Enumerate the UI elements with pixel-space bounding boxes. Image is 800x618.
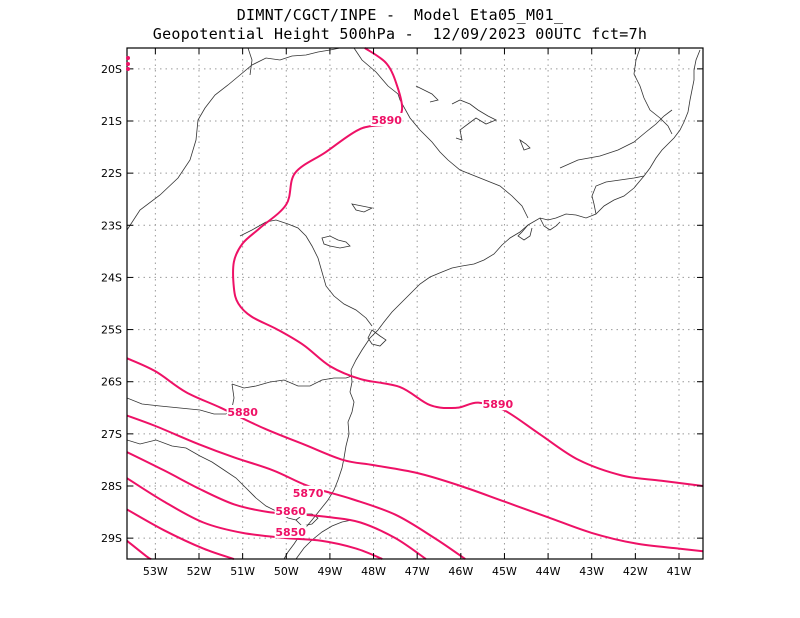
chart-title-line2: Geopotential Height 500hPa - 12/09/2023 … xyxy=(152,25,648,43)
map-frame xyxy=(126,47,704,560)
chart-title-line1: DIMNT/CGCT/INPE - Model Eta05_M01_ xyxy=(236,6,564,24)
contour-label: 5850 xyxy=(275,526,306,539)
contour-line-5850 xyxy=(126,477,383,560)
contour-label-bg xyxy=(292,485,325,499)
lon-tick-label: 45W xyxy=(492,565,517,578)
lat-tick-label: 24S xyxy=(101,271,122,284)
lat-tick-label: 28S xyxy=(101,480,122,493)
axis-ticks xyxy=(127,48,703,559)
contour-labels: 5890 5890 5880 5870 5860 5850 xyxy=(226,113,514,539)
lon-tick-label: 52W xyxy=(187,565,212,578)
contour-label: 5890 xyxy=(371,114,402,127)
map-background xyxy=(127,48,703,559)
lat-tick-label: 25S xyxy=(101,324,122,337)
lon-tick-label: 46W xyxy=(448,565,473,578)
lon-tick-label: 47W xyxy=(405,565,430,578)
edge-marker xyxy=(126,56,130,60)
lon-tick-label: 42W xyxy=(623,565,648,578)
contour-line-5890 xyxy=(232,47,704,487)
contour-label-bg xyxy=(226,405,259,418)
longitude-labels: 53W 52W 51W 50W 49W 48W 47W 46W 45W 44W 43W 42W 41W xyxy=(143,565,692,578)
contour-label-bg xyxy=(274,524,307,538)
contour-label: 5870 xyxy=(293,487,324,500)
lon-tick-label: 51W xyxy=(230,565,255,578)
contour-line-5870 xyxy=(126,414,466,560)
lat-tick-label: 29S xyxy=(101,532,122,545)
contour-label: 5880 xyxy=(227,406,258,419)
lon-tick-label: 53W xyxy=(143,565,168,578)
lat-tick-label: 20S xyxy=(101,63,122,76)
lat-tick-label: 26S xyxy=(101,376,122,389)
lon-tick-label: 49W xyxy=(317,565,342,578)
latitude-labels: 20S 21S 22S 23S 24S 25S 26S 27S 28S 29S xyxy=(101,63,122,545)
edge-marker xyxy=(126,62,130,66)
contour-label: 5890 xyxy=(483,398,514,411)
lat-tick-label: 27S xyxy=(101,428,122,441)
lat-tick-label: 23S xyxy=(101,219,122,232)
contour-label-bg xyxy=(370,113,403,126)
geopotential-contours xyxy=(126,47,704,560)
contour-line-5840 xyxy=(126,508,235,560)
contour-line-5880 xyxy=(126,357,704,553)
lon-tick-label: 41W xyxy=(667,565,692,578)
edge-marker xyxy=(126,67,130,71)
lon-tick-label: 43W xyxy=(579,565,604,578)
lon-tick-label: 44W xyxy=(536,565,561,578)
lon-tick-label: 50W xyxy=(274,565,299,578)
contour-label-bg xyxy=(481,397,514,411)
lat-tick-label: 21S xyxy=(101,115,122,128)
lon-tick-label: 48W xyxy=(361,565,386,578)
contour-label-bg xyxy=(274,504,307,518)
lat-tick-label: 22S xyxy=(101,167,122,180)
contour-label: 5860 xyxy=(275,505,306,518)
